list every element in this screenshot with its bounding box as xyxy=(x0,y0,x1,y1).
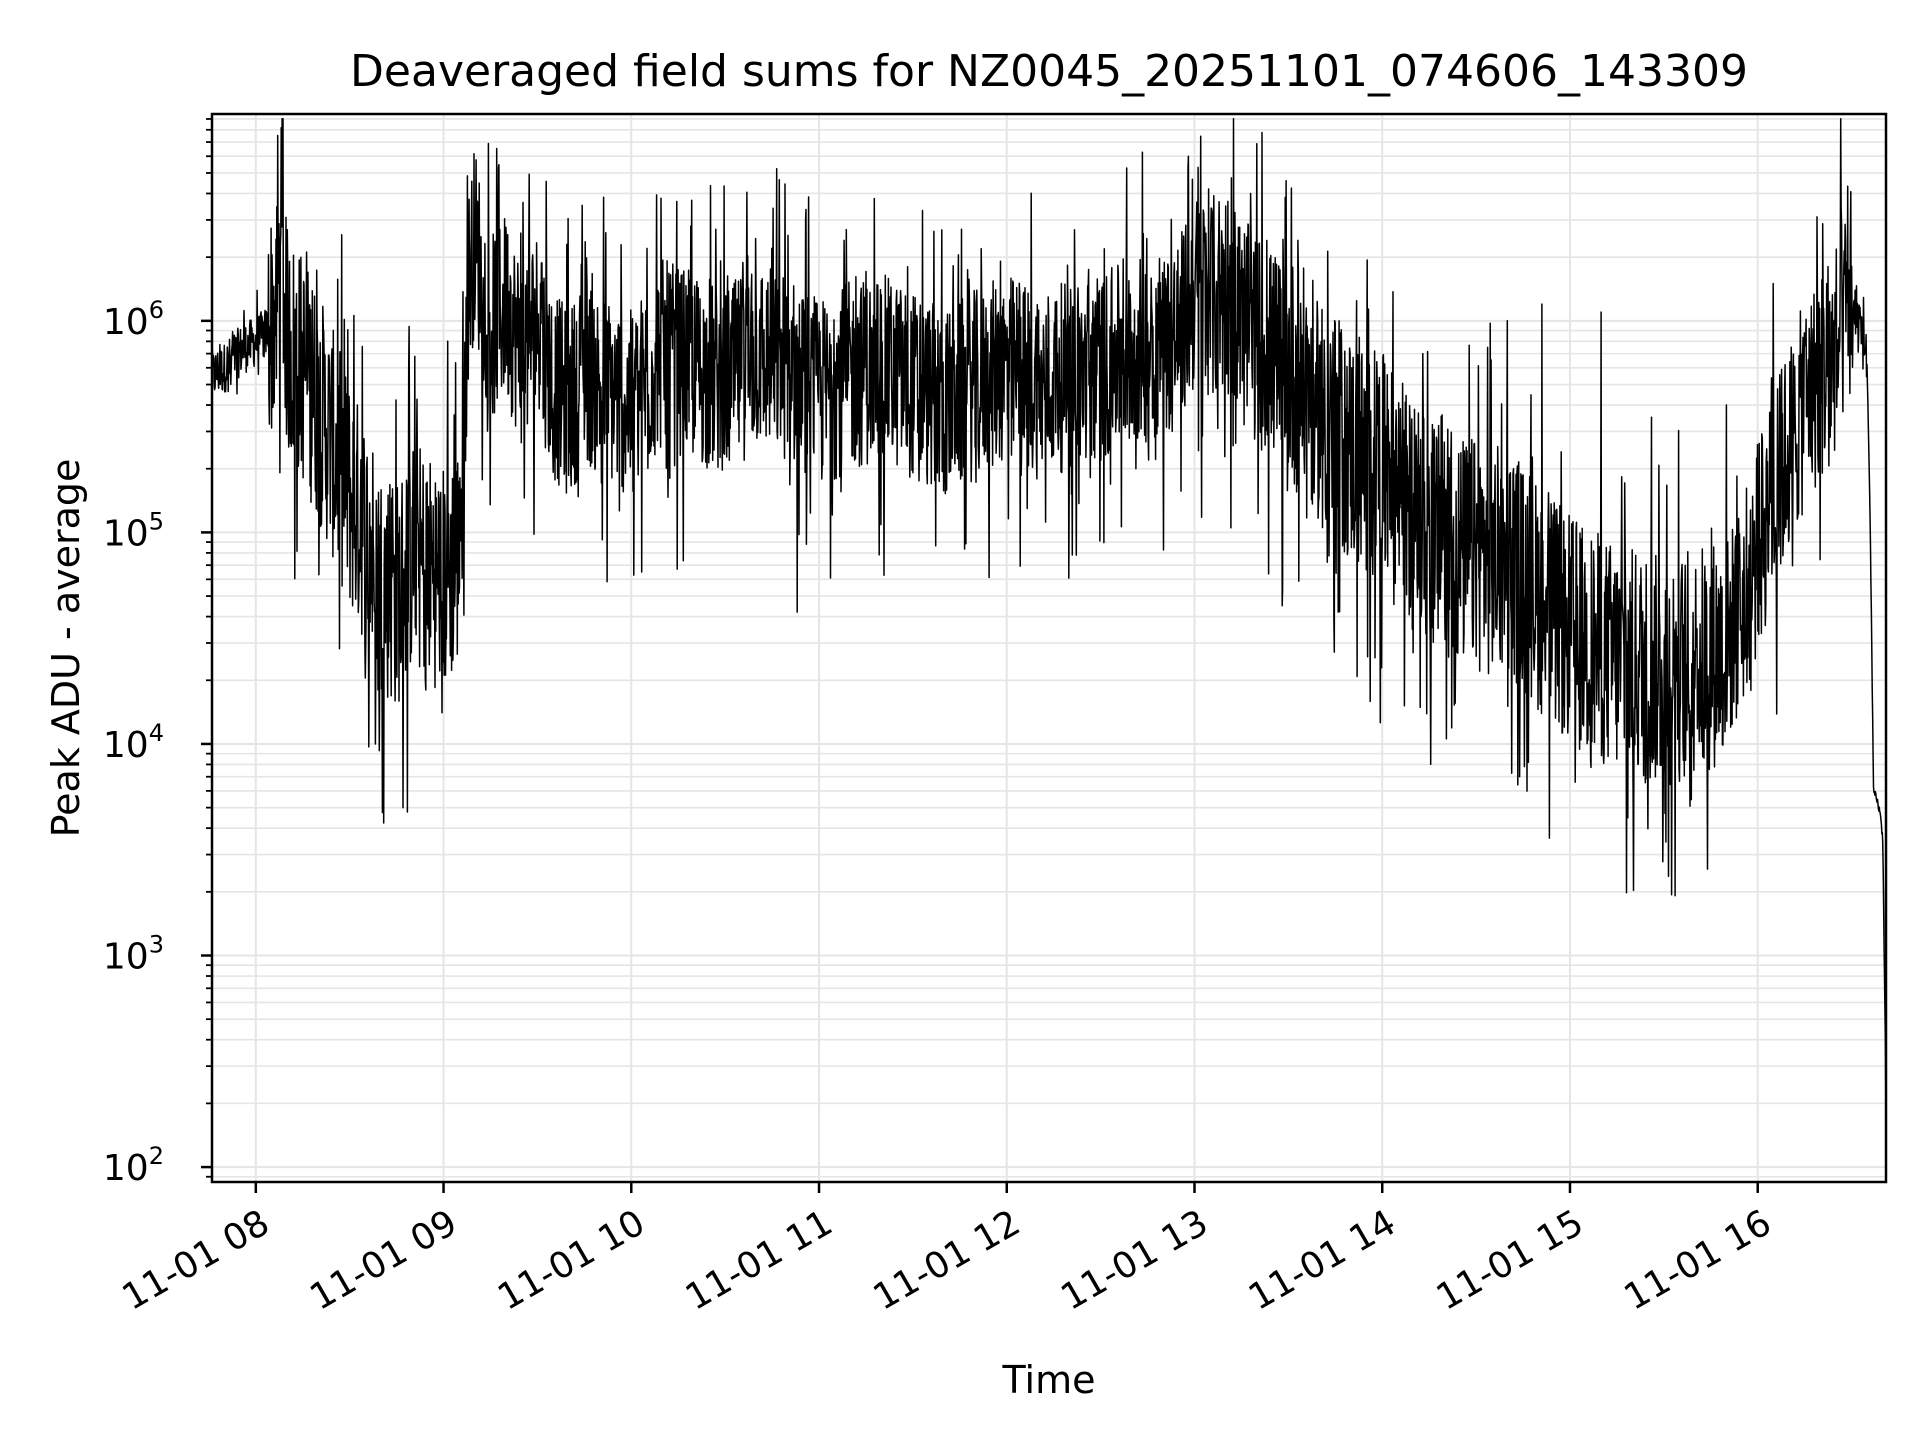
y-axis-label: Peak ADU - average xyxy=(44,459,88,838)
plot-frame xyxy=(210,112,1888,1184)
y-tick-label: 106 xyxy=(103,296,164,343)
y-tick-label: 103 xyxy=(103,931,164,978)
series-group xyxy=(211,117,1887,1095)
y-tick-label: 102 xyxy=(103,1142,164,1189)
y-tick-label: 104 xyxy=(103,719,164,766)
y-tick-label: 105 xyxy=(103,507,164,554)
chart-title: Deaveraged field sums for NZ0045_2025110… xyxy=(350,46,1748,97)
series-line xyxy=(211,117,1887,1095)
y-axis-ticks: 102 103 104 105 106 xyxy=(103,118,212,1189)
x-axis-label: Time xyxy=(1002,1358,1096,1402)
